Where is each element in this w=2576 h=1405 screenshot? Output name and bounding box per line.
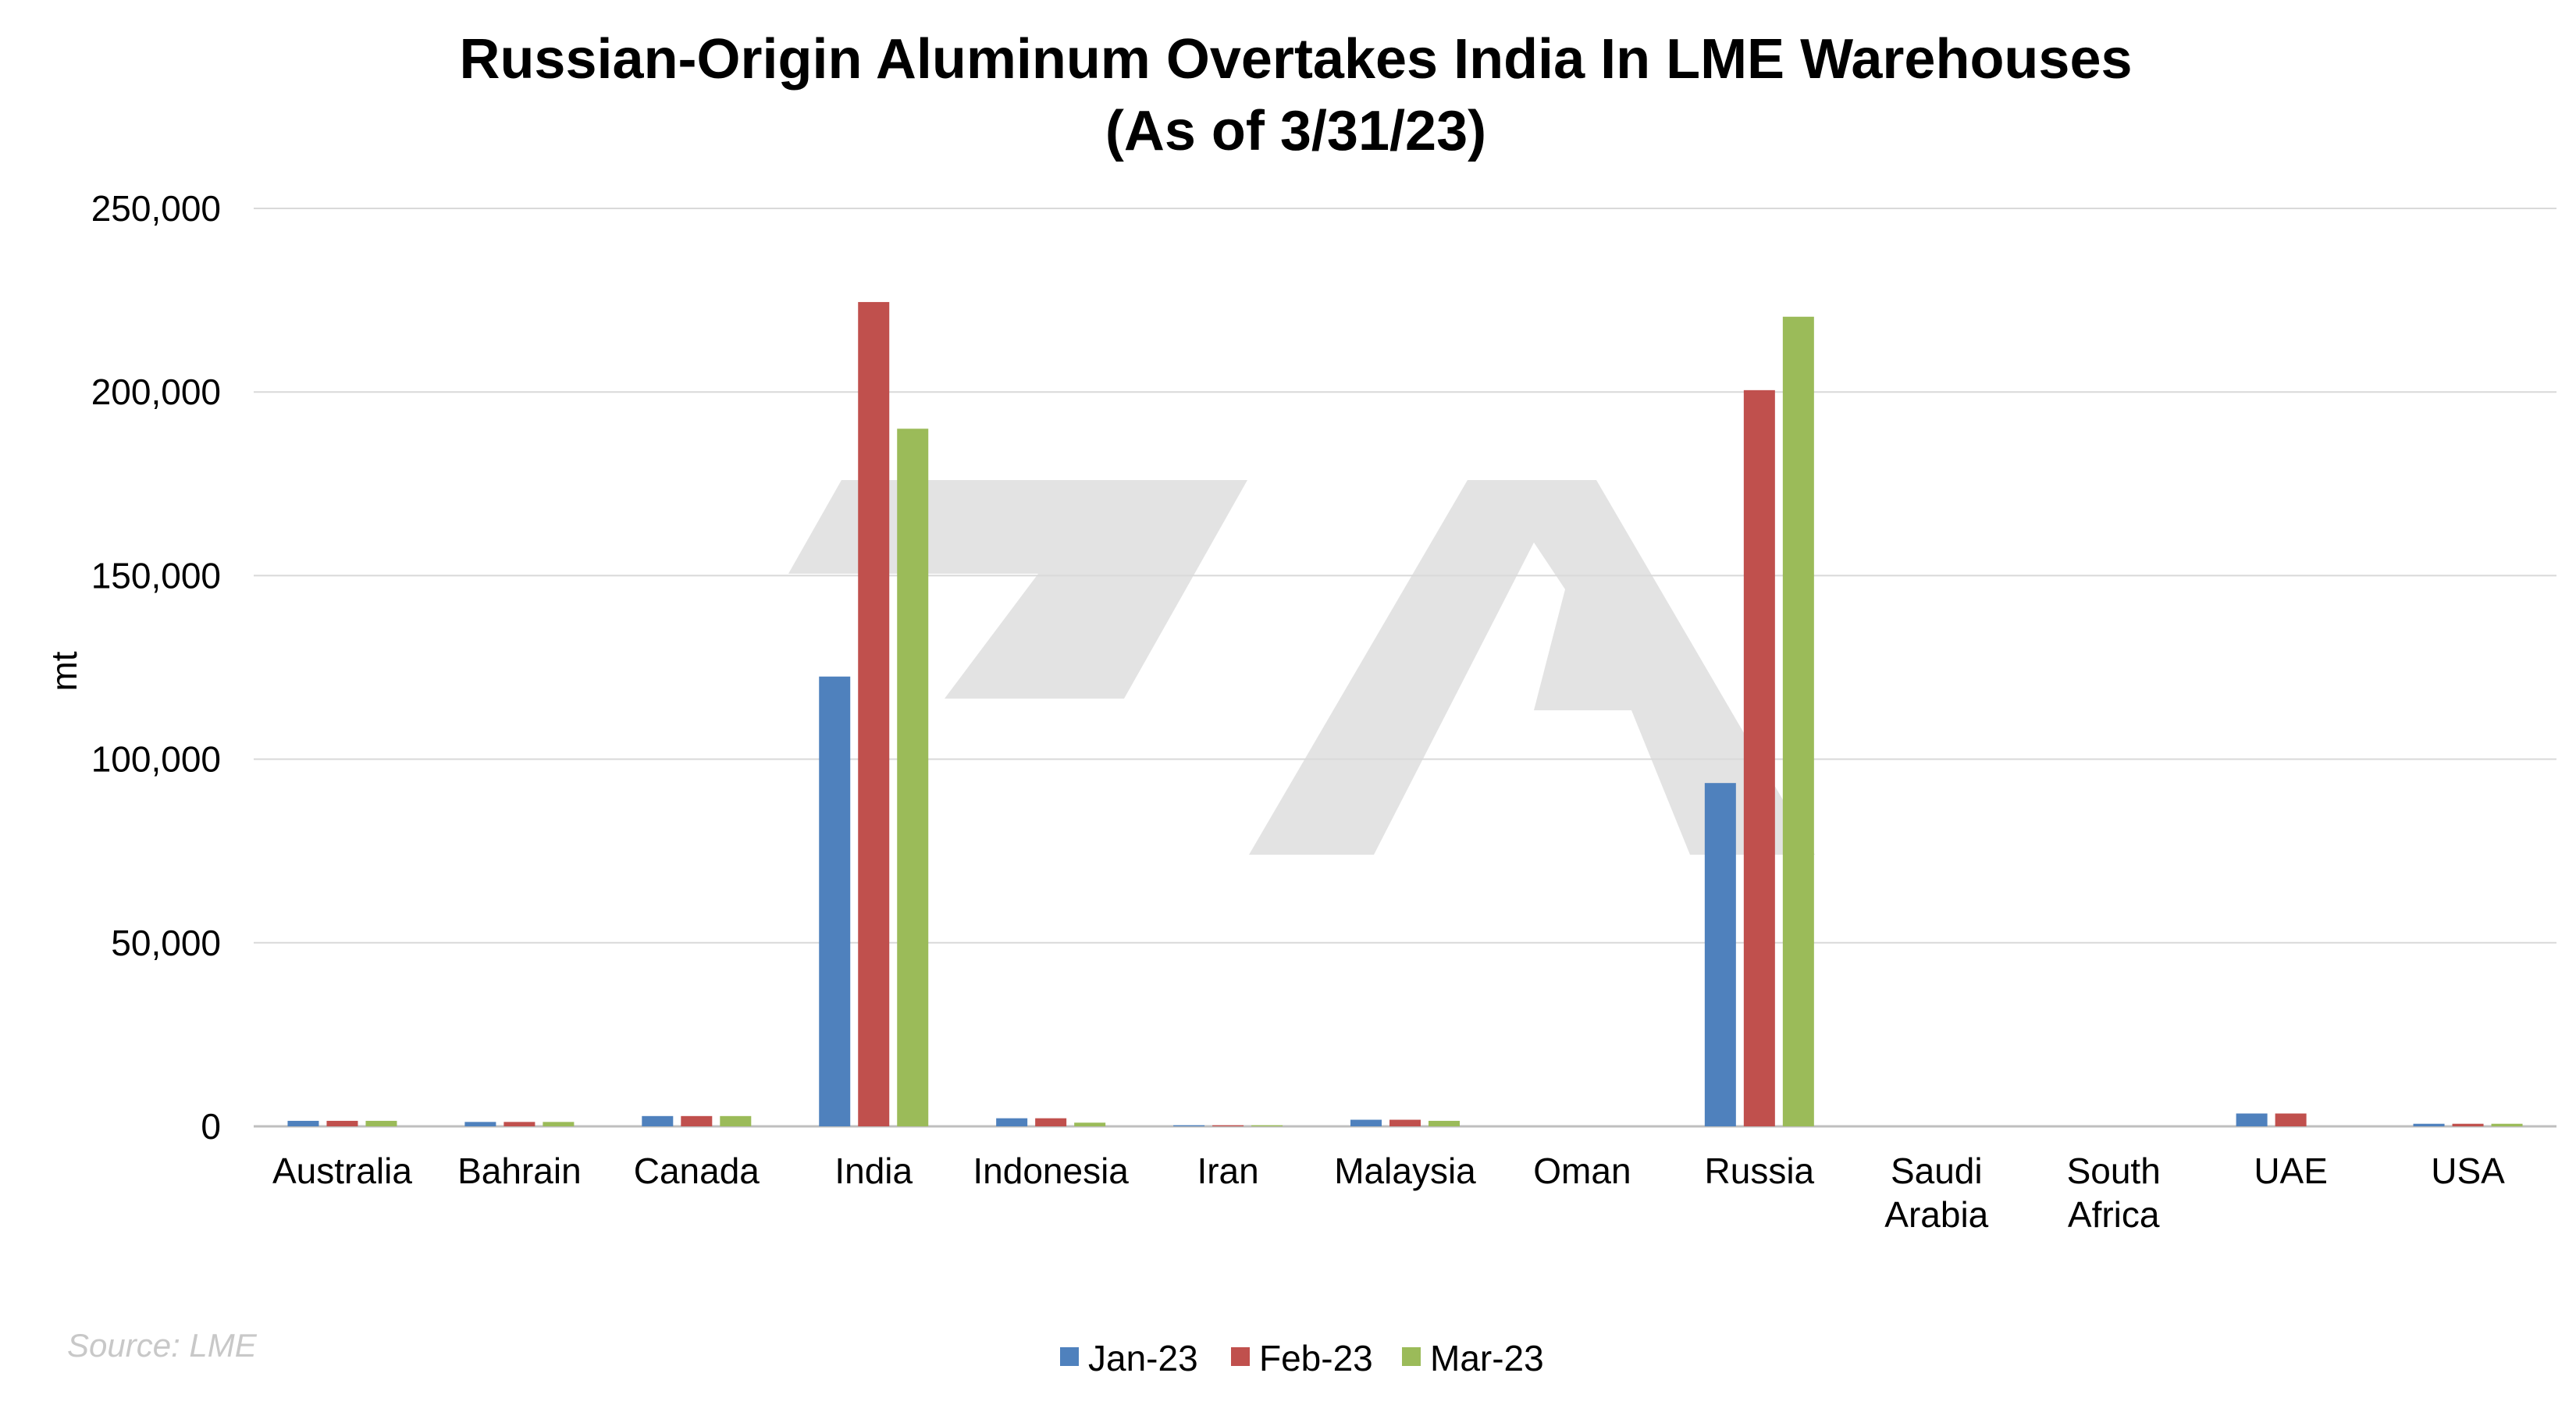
legend-swatch	[1060, 1347, 1079, 1366]
bar-feb-23	[503, 1122, 535, 1126]
bar-mar-23	[365, 1120, 397, 1126]
x-category-label-line: Russia	[1705, 1151, 1815, 1191]
bar-jan-23	[819, 676, 851, 1126]
x-category-label-line: USA	[2431, 1151, 2505, 1191]
bar-jan-23	[642, 1115, 674, 1126]
bar-jan-23	[464, 1122, 496, 1126]
bar-feb-23	[681, 1115, 713, 1126]
x-category-label-line: India	[834, 1151, 913, 1191]
bar-jan-23	[1350, 1119, 1382, 1126]
y-tick-label: 250,000	[91, 188, 221, 229]
x-category-label: Oman	[1533, 1151, 1631, 1191]
bar-jan-23	[2413, 1123, 2445, 1126]
x-category-label-line: Canada	[634, 1151, 760, 1191]
x-category-label: UAE	[2254, 1151, 2328, 1191]
x-category-label-line: Australia	[272, 1151, 412, 1191]
bar-mar-23	[543, 1122, 575, 1126]
y-tick-label: 0	[201, 1106, 221, 1147]
y-tick-label: 200,000	[91, 372, 221, 412]
x-category-label-line: Malaysia	[1334, 1151, 1476, 1191]
bar-feb-23	[326, 1120, 358, 1126]
x-category-label-line: UAE	[2254, 1151, 2328, 1191]
x-category-label: Russia	[1705, 1151, 1815, 1191]
x-category-label-line: Iran	[1197, 1151, 1258, 1191]
x-axis-categories: Australia Bahrain Canada India Indonesia Iran…	[272, 1151, 2505, 1235]
x-category-label: South Africa	[2067, 1151, 2161, 1235]
bar-jan-23	[1704, 783, 1736, 1126]
legend-label: Mar-23	[1430, 1338, 1544, 1378]
bar-mar-23	[2491, 1123, 2523, 1126]
y-axis-ticks: 0 50,000 100,000 150,000 200,000 250,000	[91, 188, 221, 1147]
bar-mar-23	[1074, 1122, 1106, 1126]
x-category-label-line: Arabia	[1884, 1194, 1988, 1235]
legend-label: Feb-23	[1259, 1338, 1373, 1378]
legend-swatch	[1231, 1347, 1250, 1366]
bar-mar-23	[1429, 1120, 1460, 1126]
source-note: Source: LME	[67, 1327, 258, 1364]
x-category-label: USA	[2431, 1151, 2505, 1191]
bar-feb-23	[2275, 1113, 2307, 1126]
x-category-label-line: Oman	[1533, 1151, 1631, 1191]
legend-swatch	[1402, 1347, 1421, 1366]
bar-mar-23	[1782, 316, 1814, 1126]
x-category-label: India	[834, 1151, 913, 1191]
x-category-label: Bahrain	[457, 1151, 582, 1191]
bar-feb-23	[858, 301, 890, 1126]
y-axis-title: mt	[44, 651, 84, 691]
bar-jan-23	[287, 1120, 319, 1126]
bars	[287, 301, 2523, 1126]
x-category-label: Australia	[272, 1151, 412, 1191]
chart-title: Russian-Origin Aluminum Overtakes India …	[459, 28, 2132, 91]
y-tick-label: 50,000	[111, 923, 221, 963]
x-category-label-line: South	[2067, 1151, 2161, 1191]
bar-mar-23	[720, 1115, 752, 1126]
legend-label: Jan-23	[1088, 1338, 1198, 1378]
bar-feb-23	[1743, 389, 1775, 1126]
bar-feb-23	[1389, 1119, 1421, 1126]
bar-jan-23	[996, 1118, 1028, 1126]
x-category-label: Canada	[634, 1151, 760, 1191]
x-category-label: Malaysia	[1334, 1151, 1476, 1191]
bar-feb-23	[2452, 1123, 2484, 1126]
bar-mar-23	[897, 429, 929, 1126]
x-category-label-line: Saudi	[1891, 1151, 1983, 1191]
x-category-label-line: Indonesia	[973, 1151, 1129, 1191]
watermark-logo	[788, 480, 1815, 855]
legend: Jan-23 Feb-23 Mar-23	[1060, 1338, 1544, 1378]
x-category-label: Iran	[1197, 1151, 1258, 1191]
chart-subtitle: (As of 3/31/23)	[1105, 100, 1486, 162]
bar-feb-23	[1035, 1118, 1067, 1126]
x-category-label: Saudi Arabia	[1884, 1151, 1988, 1235]
bar-jan-23	[2236, 1113, 2268, 1126]
x-category-label-line: Africa	[2068, 1194, 2160, 1235]
y-tick-label: 100,000	[91, 739, 221, 780]
x-category-label: Indonesia	[973, 1151, 1129, 1191]
y-tick-label: 150,000	[91, 555, 221, 596]
x-category-label-line: Bahrain	[457, 1151, 582, 1191]
